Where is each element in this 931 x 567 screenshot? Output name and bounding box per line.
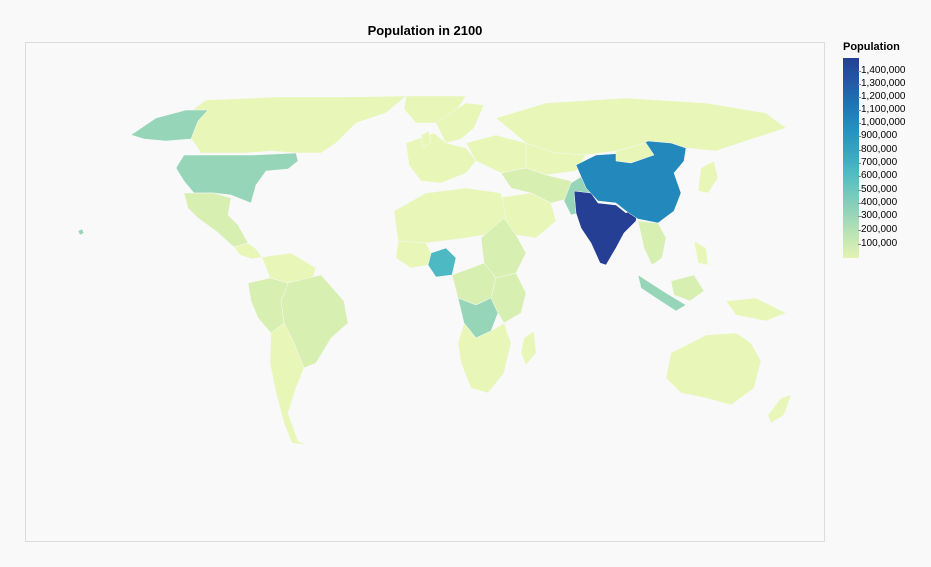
legend-label: 1,100,000 — [858, 104, 906, 115]
country-uk[interactable] — [420, 130, 432, 148]
legend-label: 800,000 — [857, 144, 898, 155]
chart-title: Population in 2100 — [367, 23, 483, 38]
country-philippines[interactable] — [693, 240, 709, 266]
country-east-africa[interactable] — [490, 272, 527, 324]
country-western-europe[interactable] — [405, 132, 477, 184]
country-alaska[interactable] — [130, 109, 209, 142]
country-usa[interactable] — [175, 152, 299, 204]
world-map-svg — [77, 95, 792, 446]
legend-label: 100,000 — [857, 238, 898, 249]
legend-label: 1,300,000 — [858, 78, 906, 89]
country-argentina-chile[interactable] — [269, 322, 307, 446]
country-southern-africa[interactable] — [457, 322, 512, 394]
country-borneo-sulawesi[interactable] — [670, 274, 705, 302]
country-madagascar[interactable] — [520, 330, 537, 366]
legend-label: 500,000 — [857, 184, 898, 195]
country-india[interactable] — [573, 190, 639, 266]
country-canada[interactable] — [190, 95, 407, 154]
legend-title: Population — [843, 41, 900, 53]
legend-label: 1,000,000 — [858, 117, 906, 128]
legend-label: 400,000 — [857, 197, 898, 208]
country-mongolia[interactable] — [615, 142, 655, 164]
legend-label: 200,000 — [857, 224, 898, 235]
country-new-zealand[interactable] — [767, 394, 792, 424]
legend-label: 300,000 — [857, 210, 898, 221]
legend-label: 1,400,000 — [858, 65, 906, 76]
legend-label: 600,000 — [857, 170, 898, 181]
country-west-africa[interactable] — [395, 240, 432, 269]
country-eastern-europe[interactable] — [465, 134, 527, 174]
world-map — [25, 42, 825, 542]
country-nigeria[interactable] — [427, 247, 457, 278]
country-indonesia[interactable] — [637, 274, 687, 312]
country-hawaii[interactable] — [77, 228, 85, 236]
country-mexico[interactable] — [183, 192, 249, 248]
country-australia[interactable] — [665, 332, 762, 406]
legend-label: 900,000 — [857, 130, 898, 141]
legend-label: 1,200,000 — [858, 91, 906, 102]
country-southeast-asia[interactable] — [637, 220, 667, 266]
legend-labels: 1,400,000 1,300,000 1,200,000 1,100,000 … — [857, 58, 931, 258]
legend-color-bar — [843, 58, 859, 258]
country-new-guinea[interactable] — [725, 297, 787, 322]
country-japan[interactable] — [697, 160, 719, 194]
legend-label: 700,000 — [857, 157, 898, 168]
